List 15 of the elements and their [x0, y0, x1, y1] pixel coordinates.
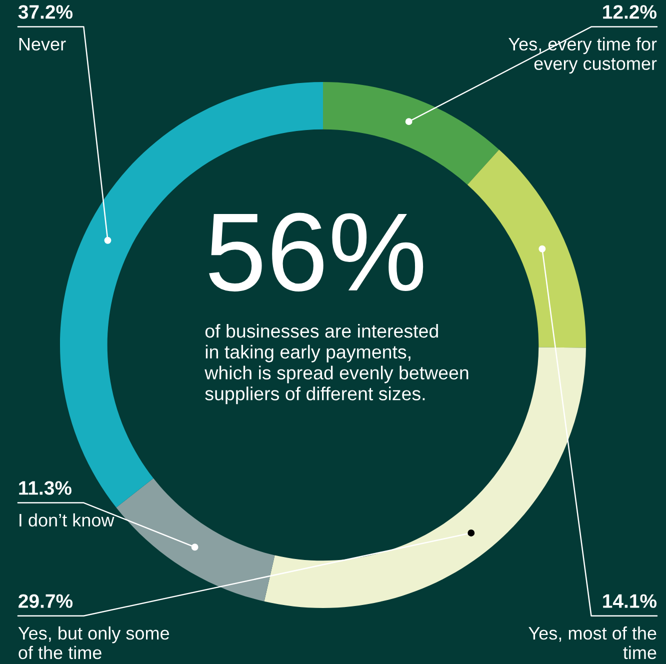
text: 56% [209, 212, 424, 292]
data-label: 37.2% [18, 5, 73, 19]
slice-label: Never [19, 38, 66, 51]
donut-slice [323, 82, 500, 185]
slice-label: Yes, every time for every customer [508, 37, 657, 74]
data-label: 12.2% [603, 5, 656, 19]
text: of businesses are interested in taking early payments, which is spread evenly between suppliers of different sizes. [204, 324, 468, 404]
donut-slice [467, 150, 586, 348]
slice-label: Yes, most of the time [528, 626, 656, 660]
donut-slice [116, 478, 275, 602]
slice-label: Yes, but only some of the time [18, 626, 170, 660]
data-label: 11.3% [19, 481, 72, 495]
data-label: 14.1% [603, 594, 656, 608]
data-label: 29.7% [18, 594, 73, 608]
slice-label: I don’t know [20, 513, 114, 527]
